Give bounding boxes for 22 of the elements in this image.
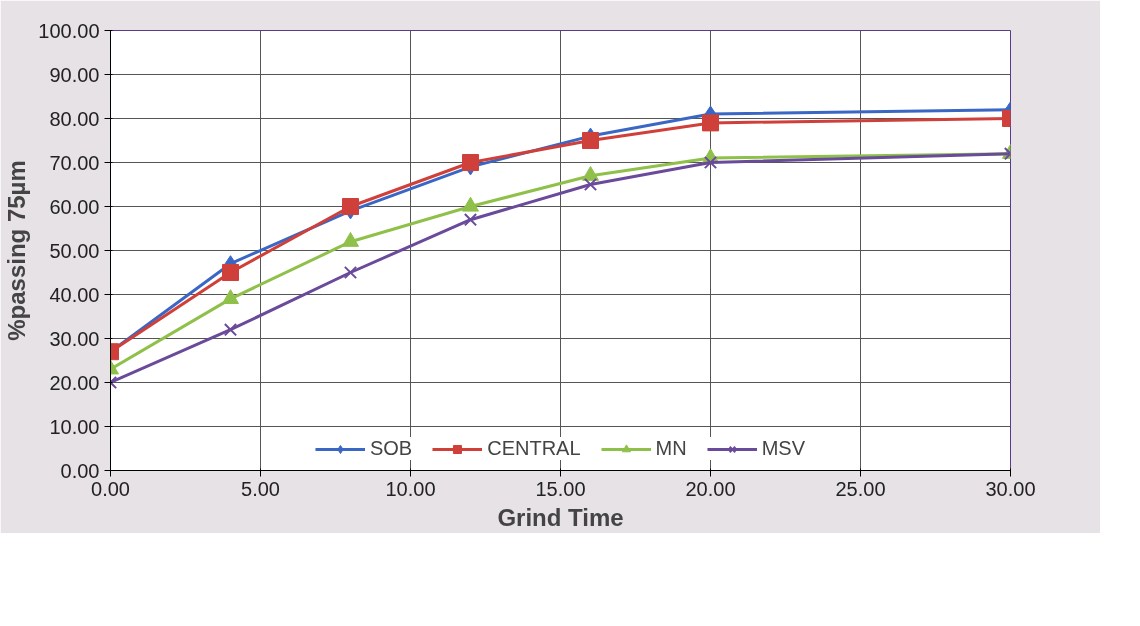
x-tick-label: 25.00 xyxy=(835,477,886,500)
y-tick-label: 10.00 xyxy=(49,415,100,438)
x-tick-label: 15.00 xyxy=(535,477,586,500)
y-axis-title: %passing 75µm xyxy=(3,160,31,341)
y-tick-label: 40.00 xyxy=(49,283,100,306)
legend-label: MN xyxy=(655,437,687,460)
y-tick-label: 80.00 xyxy=(49,107,100,130)
x-tick-label: 5.00 xyxy=(241,477,280,500)
y-tick-label: 90.00 xyxy=(49,63,100,86)
legend-label: CENTRAL xyxy=(487,437,581,460)
y-tick-label: 20.00 xyxy=(49,371,100,394)
y-tick-label: 70.00 xyxy=(49,151,100,174)
y-tick-label: 50.00 xyxy=(49,239,100,262)
y-tick-label: 100.00 xyxy=(38,19,100,42)
x-axis-title: Grind Time xyxy=(497,503,624,531)
x-tick-label: 30.00 xyxy=(985,477,1036,500)
x-tick-label: 20.00 xyxy=(685,477,736,500)
y-tick-label: 60.00 xyxy=(49,195,100,218)
legend-label: SOB xyxy=(369,437,413,460)
legend-label: MSV xyxy=(761,437,806,460)
x-tick-label: 10.00 xyxy=(385,477,436,500)
y-tick-label: 30.00 xyxy=(49,327,100,350)
